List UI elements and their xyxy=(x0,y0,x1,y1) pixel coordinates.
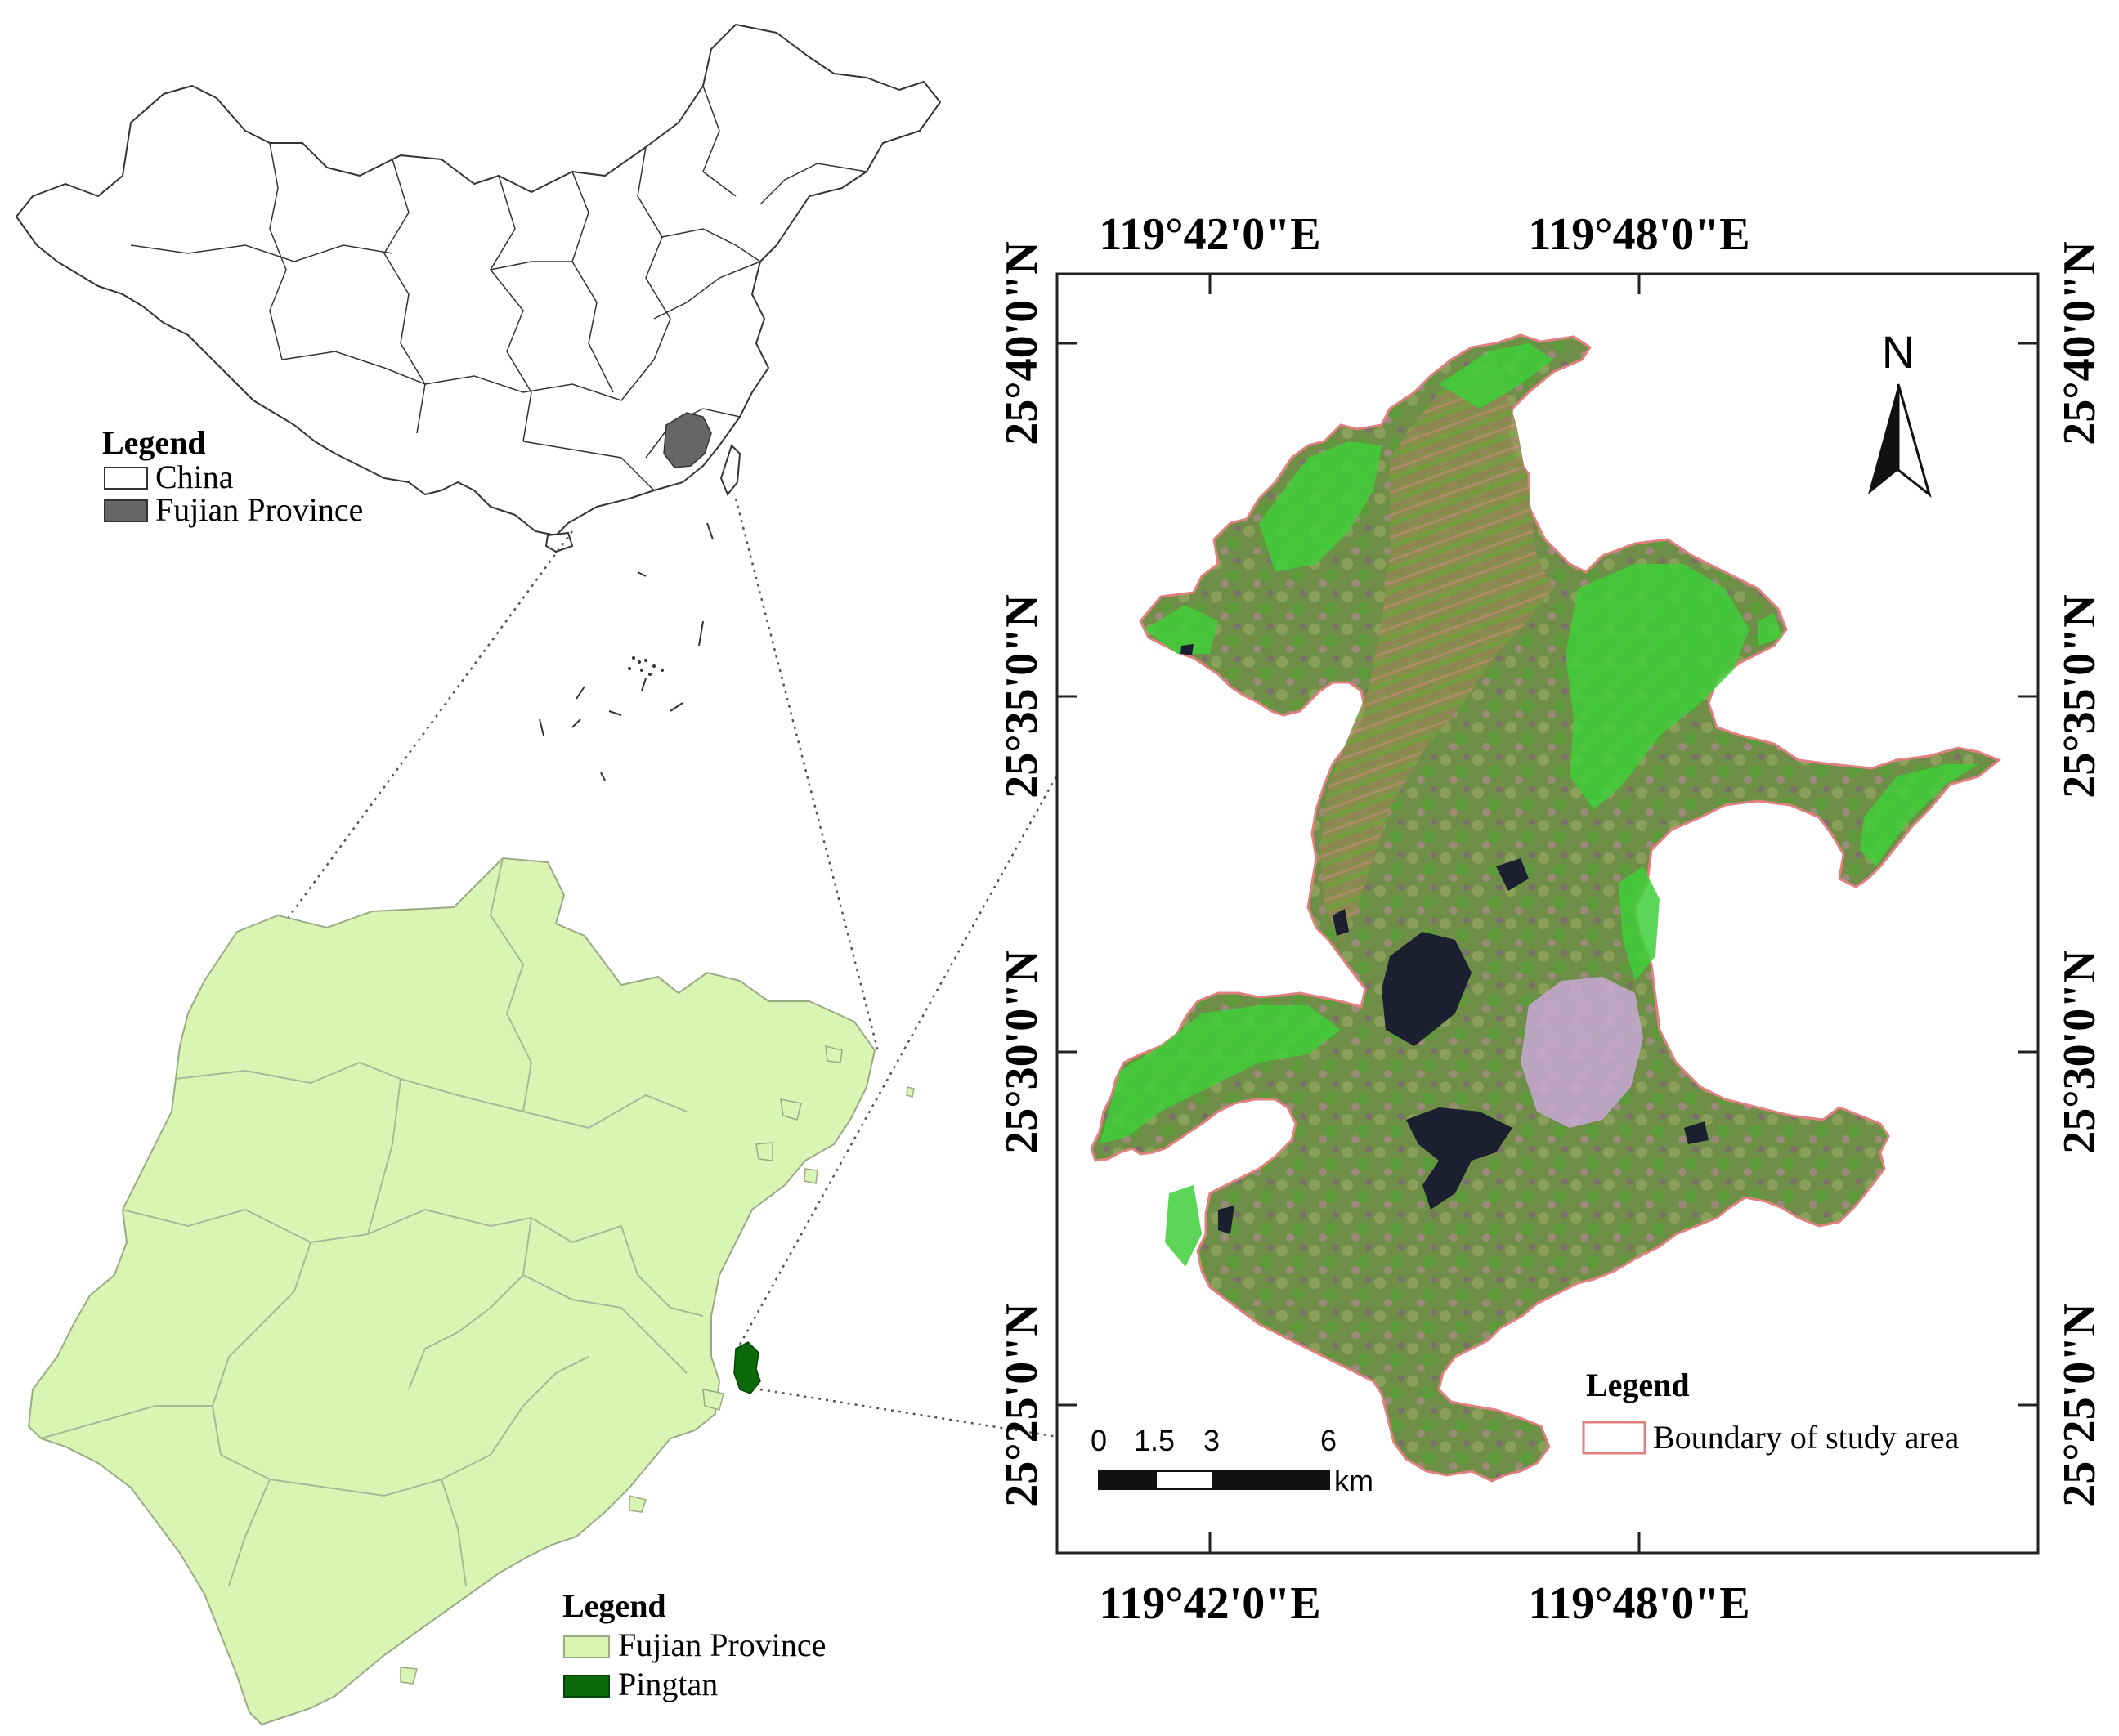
south-china-sea-islands xyxy=(539,522,714,781)
vegetation-patches xyxy=(1100,343,1978,1267)
left-tick-label-1: 25°40'0"N xyxy=(997,241,1047,445)
urban-area xyxy=(1521,977,1643,1128)
china-legend-title: Legend xyxy=(102,424,206,461)
farmland-area xyxy=(1320,360,1553,940)
bottom-tick-label-1: 119°42'0"E xyxy=(1099,1578,1320,1629)
scale-label-1-5: 1.5 xyxy=(1134,1424,1175,1457)
left-tick-label-3: 25°30'0"N xyxy=(997,950,1047,1153)
water-bodies xyxy=(1180,644,1709,1234)
top-tick-label-1: 119°42'0"E xyxy=(1099,209,1320,260)
china-legend: Legend China Fujian Province xyxy=(102,424,363,528)
china-legend-label-china: China xyxy=(155,459,234,495)
spratly-dots xyxy=(628,656,664,676)
map-ticks xyxy=(1057,274,2038,1553)
north-arrow-icon xyxy=(1868,384,1898,494)
fujian-prefecture-borders xyxy=(40,857,704,1586)
right-tick-label-4: 25°25'0"N xyxy=(2054,1303,2105,1506)
taiwan-outline xyxy=(719,444,741,496)
pingtan-legend-swatch xyxy=(563,1675,610,1698)
study-area-map: N 0 1.5 3 6 km Legend Boundary of study … xyxy=(997,209,2105,1629)
study-legend-label-boundary: Boundary of study area xyxy=(1653,1419,1960,1456)
scale-label-6: 6 xyxy=(1320,1424,1337,1457)
scale-label-0: 0 xyxy=(1091,1424,1107,1457)
fujian-legend-swatch xyxy=(563,1635,610,1658)
china-map xyxy=(16,24,941,781)
top-tick-label-2: 119°48'0"E xyxy=(1528,209,1749,260)
fujian-province-shape xyxy=(27,857,876,1726)
north-label: N xyxy=(1882,326,1915,378)
china-legend-label-fujian: Fujian Province xyxy=(155,491,363,528)
scale-unit: km xyxy=(1334,1464,1373,1497)
fujian-legend-label-fujian: Fujian Province xyxy=(618,1626,826,1663)
pingtan-highlight xyxy=(733,1341,761,1394)
china-province-borders xyxy=(130,85,867,491)
right-tick-label-3: 25°30'0"N xyxy=(2054,950,2105,1153)
fujian-legend-label-pingtan: Pingtan xyxy=(618,1666,718,1702)
pingtan-satellite-image xyxy=(1090,333,2001,1483)
study-legend-title: Legend xyxy=(1586,1367,1690,1403)
scale-bar: 0 1.5 3 6 km xyxy=(1091,1424,1373,1497)
fujian-legend-title: Legend xyxy=(562,1587,666,1624)
fujian-coastal-islands xyxy=(400,1045,915,1685)
bottom-tick-label-2: 119°48'0"E xyxy=(1528,1578,1749,1629)
fujian-legend-swatch-grey xyxy=(104,499,148,522)
fujian-highlight xyxy=(663,412,712,468)
fujian-legend: Legend Fujian Province Pingtan xyxy=(562,1587,826,1702)
hainan-outline xyxy=(544,531,574,553)
left-tick-label-4: 25°25'0"N xyxy=(997,1303,1047,1506)
fujian-map xyxy=(27,857,915,1726)
right-tick-label-2: 25°35'0"N xyxy=(2054,594,2105,798)
china-legend-swatch xyxy=(104,467,148,490)
left-tick-label-2: 25°35'0"N xyxy=(997,594,1047,798)
scale-label-3: 3 xyxy=(1203,1424,1220,1457)
boundary-legend-swatch xyxy=(1582,1421,1646,1455)
study-area-legend: Legend Boundary of study area xyxy=(1582,1367,1960,1456)
right-tick-label-1: 25°40'0"N xyxy=(2054,241,2105,445)
north-arrow: N xyxy=(1868,326,1932,499)
china-outline xyxy=(16,24,941,536)
china-to-fujian-leader-lines xyxy=(276,498,880,1055)
